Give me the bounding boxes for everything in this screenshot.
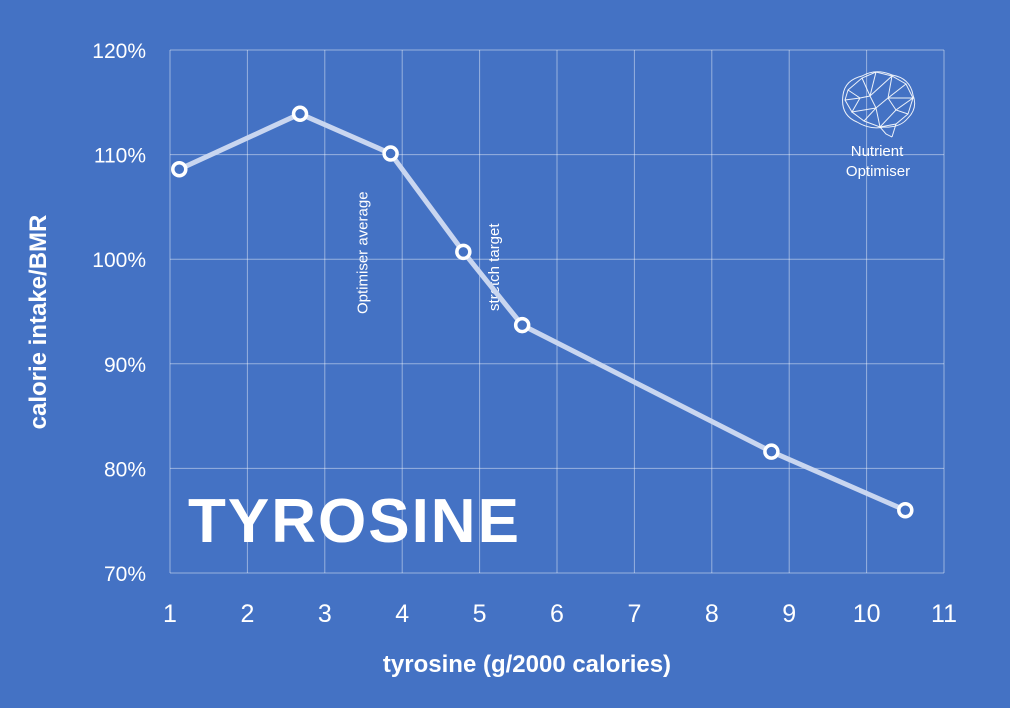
data-point (382, 145, 399, 162)
y-tick-label: 110% (94, 145, 146, 168)
data-point (455, 243, 472, 261)
data-point (763, 443, 780, 460)
x-tick-label: 8 (705, 600, 719, 628)
x-tick-label: 3 (318, 600, 332, 628)
y-tick-label: 80% (104, 458, 146, 481)
y-axis-title: calorie intake/BMR (25, 215, 52, 430)
x-tick-label: 7 (627, 600, 641, 628)
data-point (291, 105, 309, 123)
x-tick-label: 11 (931, 600, 957, 628)
data-point (171, 160, 188, 178)
x-axis-title: tyrosine (g/2000 calories) (383, 651, 671, 678)
nutrient-optimiser-logo: Nutrient Optimiser (842, 71, 916, 180)
annotation-optimiser-average: Optimiser average (355, 191, 372, 314)
x-tick-label: 1 (163, 600, 177, 628)
y-tick-label: 120% (92, 40, 146, 63)
series-line (178, 111, 907, 513)
x-tick-label: 5 (473, 600, 487, 628)
x-tick-label: 10 (853, 600, 881, 628)
data-point (897, 501, 914, 519)
x-axis-ticks: 1 2 3 4 5 6 7 8 9 10 11 (163, 600, 957, 628)
logo-line1: Nutrient (851, 143, 904, 160)
y-tick-label: 90% (104, 354, 146, 377)
series-layer (171, 105, 914, 519)
chart-title: TYROSINE (188, 487, 521, 556)
logo-line2: Optimiser (846, 163, 910, 180)
y-tick-label: 100% (92, 249, 146, 272)
x-tick-label: 9 (782, 600, 796, 628)
x-tick-label: 2 (240, 600, 254, 628)
brain-icon (842, 71, 916, 138)
data-point (513, 316, 531, 334)
x-tick-label: 6 (550, 600, 564, 628)
y-tick-label: 70% (104, 563, 146, 586)
x-tick-label: 4 (395, 600, 409, 628)
y-axis-ticks: 70% 80% 90% 100% 110% 120% (92, 40, 146, 586)
